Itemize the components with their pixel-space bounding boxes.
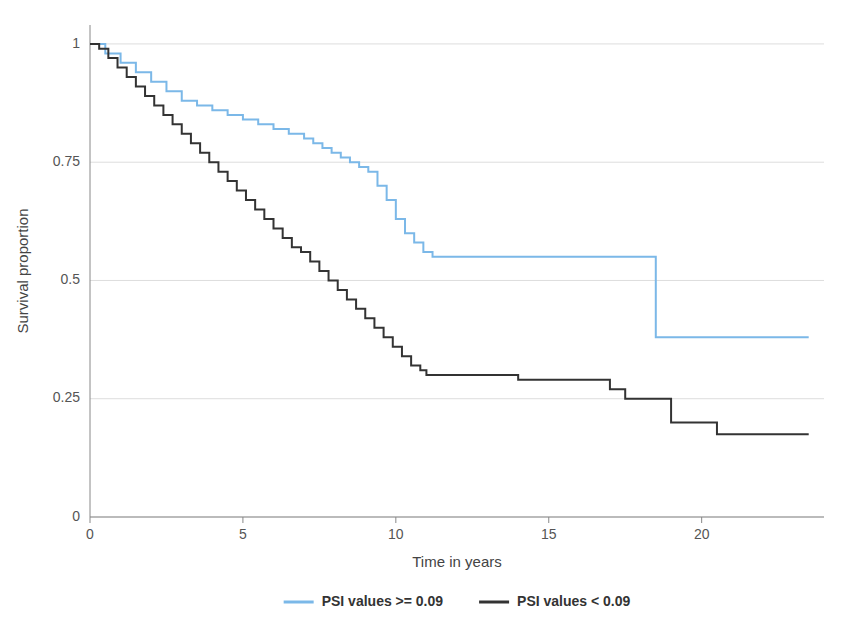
x-tick-label: 10 xyxy=(388,526,404,542)
y-axis-line xyxy=(90,25,91,517)
x-tick-label: 15 xyxy=(541,526,557,542)
y-tick-label: 0.25 xyxy=(53,389,80,405)
survival-curve xyxy=(90,44,809,434)
y-tick-label: 0.5 xyxy=(61,271,81,287)
x-tick-label: 20 xyxy=(694,526,710,542)
axes: 00.250.50.75105101520 xyxy=(53,25,824,542)
survival-curve xyxy=(90,44,809,337)
y-tick-label: 0.75 xyxy=(53,153,80,169)
legend-item: PSI values >= 0.09 xyxy=(284,593,444,609)
legend-label: PSI values >= 0.09 xyxy=(322,593,444,609)
y-tick-label: 0 xyxy=(72,508,80,524)
y-axis-label: Survival proportion xyxy=(14,208,31,333)
plot-area xyxy=(90,44,809,434)
grid-line xyxy=(90,43,824,44)
x-axis-label: Time in years xyxy=(412,553,501,570)
grid-line xyxy=(90,162,824,163)
x-tick xyxy=(242,517,243,523)
grid-line xyxy=(90,517,824,518)
chart: 00.250.50.75105101520Time in yearsSurviv… xyxy=(0,0,849,627)
x-tick-label: 5 xyxy=(239,526,247,542)
x-tick xyxy=(90,517,91,523)
legend-swatch xyxy=(479,601,509,604)
x-tick xyxy=(548,517,549,523)
grid xyxy=(90,44,824,517)
grid-line xyxy=(90,398,824,399)
legend-swatch xyxy=(284,601,314,604)
legend-item: PSI values < 0.09 xyxy=(479,593,630,609)
grid-line xyxy=(90,280,824,281)
y-tick-label: 1 xyxy=(72,35,80,51)
x-axis-line xyxy=(90,517,824,518)
legend: PSI values >= 0.09 PSI values < 0.09 xyxy=(284,593,631,609)
x-tick xyxy=(395,517,396,523)
x-tick xyxy=(701,517,702,523)
x-tick-label: 0 xyxy=(86,526,94,542)
legend-label: PSI values < 0.09 xyxy=(517,593,630,609)
